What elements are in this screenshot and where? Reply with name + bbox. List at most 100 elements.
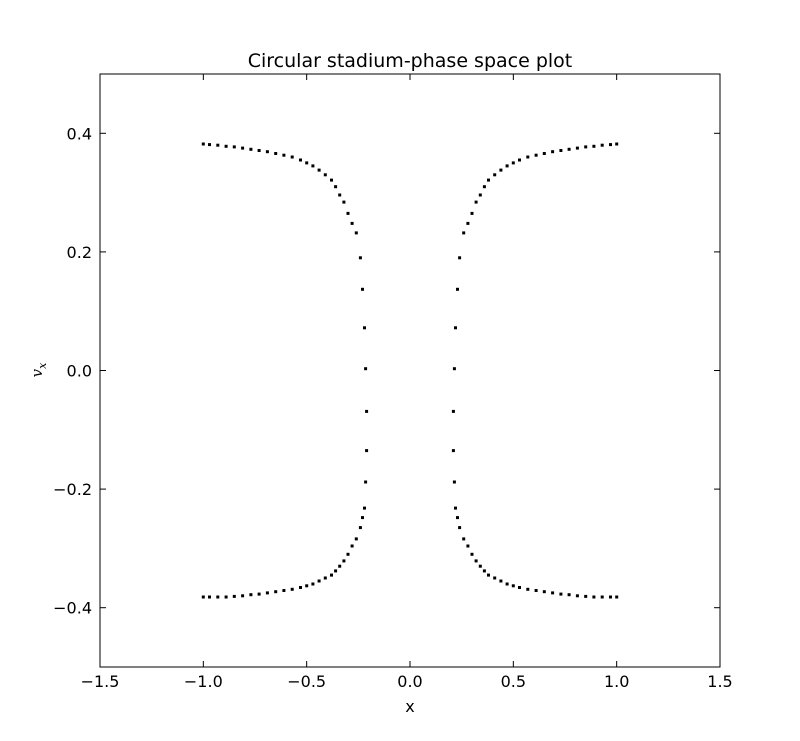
x-tick-label: −1.5 <box>81 672 120 691</box>
data-point <box>364 480 368 484</box>
data-point <box>452 480 456 484</box>
data-point <box>526 587 530 591</box>
data-point <box>224 595 228 599</box>
data-point <box>451 409 455 413</box>
data-point <box>478 193 482 197</box>
data-point <box>462 231 466 235</box>
data-point <box>454 326 457 330</box>
data-point <box>615 142 619 146</box>
data-point <box>342 559 346 563</box>
svg-text:vx: vx <box>28 362 49 377</box>
data-point <box>249 147 253 151</box>
data-point <box>470 552 474 556</box>
data-point <box>232 594 236 598</box>
data-point <box>338 193 342 197</box>
data-point <box>493 576 497 580</box>
data-point <box>361 516 364 520</box>
data-point <box>451 449 455 453</box>
data-point <box>482 569 486 573</box>
data-point <box>299 586 302 589</box>
data-point <box>311 582 315 586</box>
y-axis-label: vx <box>28 362 49 377</box>
x-tick-label: 0.5 <box>501 672 526 691</box>
data-point <box>534 589 538 592</box>
data-point <box>456 287 459 291</box>
data-point <box>334 569 338 573</box>
data-point <box>575 594 579 598</box>
data-point <box>592 144 596 148</box>
y-tick-label: 0.2 <box>67 243 92 262</box>
data-point <box>265 150 269 154</box>
data-point <box>365 409 369 413</box>
x-tick-label: −0.5 <box>287 672 326 691</box>
plot-area-frame <box>99 73 721 668</box>
data-point <box>575 146 579 150</box>
data-point <box>478 564 482 568</box>
data-point <box>299 158 302 162</box>
data-point <box>584 145 588 149</box>
data-point <box>452 367 456 371</box>
data-point <box>249 593 253 597</box>
data-point <box>323 576 327 580</box>
data-point <box>305 584 309 588</box>
data-point <box>454 506 457 510</box>
y-tick-label: −0.2 <box>53 480 92 499</box>
data-point <box>358 256 362 260</box>
data-point <box>334 185 338 189</box>
data-point <box>364 367 368 371</box>
data-point <box>534 153 538 157</box>
data-point <box>338 564 342 568</box>
data-point <box>567 147 571 151</box>
y-tick-label: 0.0 <box>67 362 92 381</box>
data-point <box>354 537 358 541</box>
data-point <box>493 173 497 177</box>
data-point <box>462 537 466 541</box>
data-point <box>201 595 205 599</box>
x-tick-label: 1.5 <box>707 672 732 691</box>
y-axis-label-subscript: x <box>36 362 49 369</box>
y-tick-label: −0.4 <box>53 599 92 618</box>
data-point <box>584 594 588 598</box>
x-axis-label: x <box>405 697 414 716</box>
data-point <box>305 161 309 165</box>
data-point <box>487 178 490 182</box>
y-tick-label: 0.4 <box>67 124 92 143</box>
data-point <box>330 573 333 577</box>
y-axis-label-main: v <box>28 368 46 377</box>
data-point <box>317 579 321 583</box>
data-point <box>474 559 478 563</box>
data-point <box>559 592 563 596</box>
data-point <box>456 516 459 520</box>
data-point <box>551 150 555 154</box>
data-point <box>350 221 354 225</box>
data-point <box>567 593 571 597</box>
data-point <box>274 590 278 594</box>
data-point <box>265 591 269 595</box>
data-point <box>466 221 470 225</box>
data-point <box>201 142 205 146</box>
data-point <box>466 544 470 548</box>
data-point <box>365 449 369 453</box>
data-point <box>346 552 350 556</box>
data-point <box>363 506 366 510</box>
data-point <box>505 582 509 586</box>
data-point <box>342 200 346 204</box>
data-point <box>330 178 333 182</box>
y-axis: −0.4 −0.2 0.0 0.2 0.4 <box>53 124 720 618</box>
data-markers <box>201 142 619 599</box>
data-point <box>224 144 228 148</box>
data-point <box>358 526 362 530</box>
data-point <box>346 211 350 215</box>
data-point <box>511 584 515 588</box>
data-point <box>505 164 509 168</box>
x-tick-label: 0.0 <box>397 672 422 691</box>
data-point <box>518 158 521 162</box>
data-point <box>216 143 220 147</box>
data-point <box>600 143 604 147</box>
data-point <box>317 168 321 172</box>
data-point <box>361 287 364 291</box>
data-point <box>559 149 563 152</box>
data-point <box>458 526 462 530</box>
x-tick-label: −1.0 <box>184 672 223 691</box>
data-point <box>458 256 462 260</box>
